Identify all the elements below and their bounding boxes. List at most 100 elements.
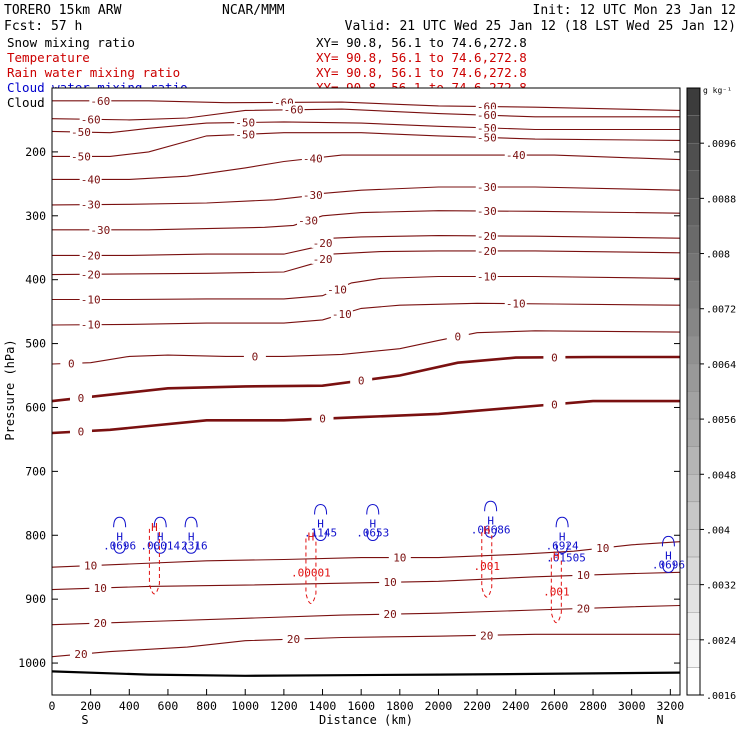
rain-water-max-marker: H	[483, 524, 490, 537]
temperature-contour-line	[51, 399, 680, 435]
colorbar-cell	[686, 612, 701, 641]
cloud-water-max-value: .0653	[356, 526, 389, 539]
y-tick-label: 900	[25, 592, 46, 606]
colorbar-cell	[686, 87, 701, 116]
contour-label-bg	[301, 189, 324, 201]
cloud-water-contour	[153, 516, 167, 554]
temperature-contour-label: -30	[477, 205, 497, 218]
contour-label-bg	[330, 308, 353, 320]
temperature-contour-label: 20	[577, 602, 590, 615]
snow-max-value: .01505	[546, 552, 586, 565]
temperature-contour-label: -20	[313, 253, 333, 266]
contour-label-bg	[504, 149, 527, 161]
ground-line	[51, 670, 681, 677]
y-tick-label: 300	[25, 209, 46, 223]
y-tick-label: 700	[25, 464, 46, 478]
x-tick-label: 3000	[618, 699, 646, 713]
cloud-water-contour	[661, 535, 675, 573]
contour-label-bg	[591, 542, 614, 554]
temperature-contour-line	[51, 330, 681, 365]
cloud-water-max-marker: H	[188, 530, 195, 543]
cloud-water-max-marker: H	[116, 530, 123, 543]
y-axis-label: Pressure (hPa)	[3, 339, 17, 440]
temperature-contour-label: 0	[78, 392, 85, 405]
x-axis: 0 200 400 600 800 1000 1200 1400 1600 1800 2000 220…	[49, 689, 684, 713]
temperature-contour-label: 10	[596, 542, 609, 555]
cloud-water-contour	[366, 503, 380, 541]
contour-label-bg	[475, 100, 498, 112]
cloud-water-max-marker: H	[369, 517, 376, 530]
contour-label-bg	[379, 608, 402, 620]
colorbar-label: .0088	[706, 194, 736, 205]
contour-label-bg	[272, 96, 295, 108]
temperature-contour-label: 0	[78, 425, 85, 438]
contour-label-bg	[388, 551, 411, 563]
contour-label-bg	[243, 350, 266, 362]
temperature-contour-label: -50	[71, 126, 91, 139]
contour-label-bg	[572, 569, 595, 581]
x-tick-label: 800	[196, 699, 217, 713]
model-title: TORERO 15km ARW	[4, 3, 122, 18]
colorbar-cell	[686, 308, 701, 337]
contour-label-bg	[475, 131, 498, 143]
x-tick-label: 1200	[270, 699, 298, 713]
colorbar-cell	[686, 474, 701, 503]
contour-label-bg	[234, 116, 257, 128]
temperature-contour-label: 10	[84, 560, 97, 573]
rain-water-contour	[550, 557, 562, 624]
colorbar-cell	[686, 225, 701, 254]
y-tick-label: 500	[25, 337, 46, 351]
field-legend-xy: XY= 90.8, 56.1 to 74.6,272.8	[316, 65, 527, 80]
temperature-contour-label: 10	[393, 552, 406, 565]
temperature-contour-label: -10	[506, 298, 526, 311]
contour-label-bg	[79, 249, 102, 261]
ground-surface	[51, 670, 681, 677]
colorbar-label: .0096	[706, 139, 736, 150]
south-end-label: S	[81, 713, 88, 727]
colorbar-label: .004	[706, 525, 730, 536]
temperature-contour-label: 0	[252, 350, 259, 363]
contour-label-bg	[572, 602, 595, 614]
colorbar-cell	[686, 446, 701, 475]
contour-label-bg	[79, 113, 102, 125]
contour-label-bg	[79, 293, 102, 305]
colorbar-label: .0016	[706, 691, 736, 702]
contour-label-bg	[311, 252, 334, 264]
colorbar-label: .0064	[706, 360, 736, 371]
north-end-label: N	[656, 713, 663, 727]
field-legend-label: Snow mixing ratio	[7, 35, 135, 50]
temperature-contour-label: -50	[477, 132, 497, 145]
header: TORERO 15km ARW NCAR/MMM Init: 12 UTC Mo…	[4, 3, 736, 34]
temperature-contour-label: -30	[90, 224, 110, 237]
colorbar-cell	[686, 336, 701, 365]
temperature-contour-label: -10	[81, 319, 101, 332]
cloud-water-max-marker: H	[559, 530, 566, 543]
contour-label-bg	[69, 425, 92, 437]
colorbar-cell	[686, 556, 701, 585]
colorbar-unit: g kg⁻¹	[703, 86, 732, 95]
temperature-contour-label: -10	[327, 283, 347, 296]
colorbar-cell	[686, 363, 701, 392]
contour-label-bg	[475, 181, 498, 193]
colorbar-cell	[686, 198, 701, 227]
contour-label-bg	[69, 648, 92, 660]
temperature-contour-label: -10	[332, 308, 352, 321]
y-tick-label: 600	[25, 400, 46, 414]
cloud-water-contour	[314, 503, 328, 541]
colorbar-label: .0048	[706, 470, 736, 481]
temperature-contour-label: 20	[287, 633, 300, 646]
contour-label-bg	[475, 109, 498, 121]
temperature-contour-label: -40	[303, 152, 323, 165]
x-tick-label: 2200	[463, 699, 491, 713]
forecast-hour: Fcst: 57 h	[4, 19, 82, 34]
contour-label-bg	[311, 236, 334, 248]
cloud-water-contour	[184, 516, 198, 554]
x-axis-label: Distance (km)	[319, 713, 413, 727]
x-tick-label: 200	[80, 699, 101, 713]
temperature-contour-label: -10	[81, 293, 101, 306]
colorbar-label: .0024	[706, 636, 736, 647]
temperature-contour-label: -40	[506, 149, 526, 162]
colorbar-label: .0032	[706, 581, 736, 592]
